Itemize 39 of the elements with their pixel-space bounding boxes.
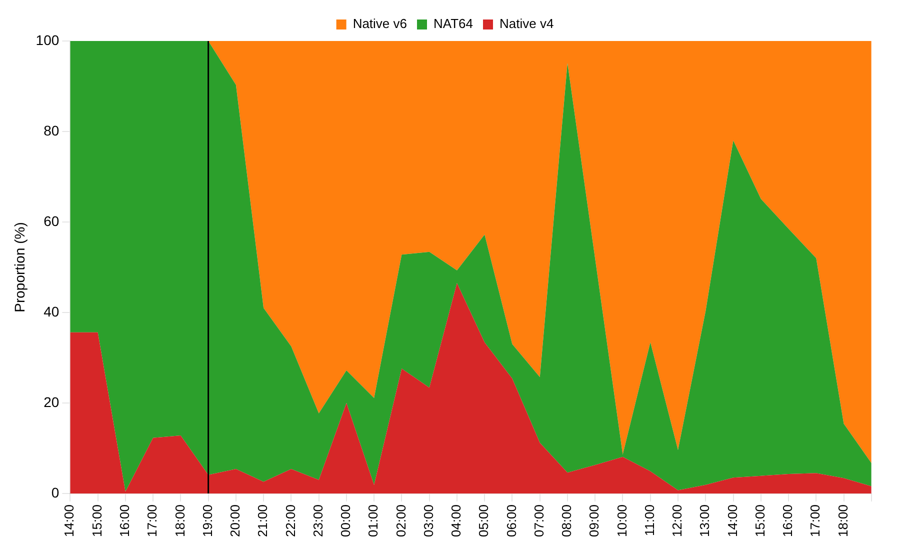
x-tick-label: 16:00 [780,504,796,538]
x-tick-label: 18:00 [172,504,188,538]
x-tick-label: 09:00 [586,504,602,538]
x-tick-label: 10:00 [614,504,630,538]
x-tick-label: 17:00 [808,504,823,538]
x-tick-label: 00:00 [338,504,354,538]
x-tick-label: 02:00 [393,504,408,538]
legend-label: Native v4 [500,16,554,32]
y-tick-label: 40 [44,303,60,320]
x-tick-label: 17:00 [144,504,160,538]
x-tick-label: 13:00 [697,504,712,538]
x-tick-label: 03:00 [420,504,436,538]
y-tick-label: 20 [44,394,60,410]
x-tick-label: 23:00 [310,504,326,538]
x-tick-label: 15:00 [89,504,104,538]
x-tick-label: 07:00 [531,504,546,538]
x-tick-label: 18:00 [835,504,850,538]
x-tick-label: 20:00 [228,504,243,538]
y-axis-title: Proportion (%) [11,222,28,312]
y-tick-label: 100 [36,32,60,48]
x-tick-label: 19:00 [200,504,215,538]
x-tick-label: 21:00 [255,504,270,538]
y-tick-label: 80 [44,122,60,138]
x-tick-label: 01:00 [366,504,381,538]
x-tick-label: 15:00 [752,504,768,538]
x-tick-label: 14:00 [724,504,740,538]
y-tick-label: 0 [51,484,60,500]
x-tick-label: 04:00 [448,504,464,538]
x-tick-label: 06:00 [504,504,519,538]
x-tick-label: 05:00 [476,504,492,538]
y-tick-label: 60 [44,212,60,229]
legend-label: NAT64 [434,16,473,32]
x-tick-label: 12:00 [670,504,685,538]
x-tick-label: 08:00 [559,504,574,538]
x-tick-label: 14:00 [62,504,77,538]
x-tick-label: 16:00 [116,504,132,538]
x-tick-label: 11:00 [642,504,657,536]
x-tick-label: 22:00 [282,504,298,538]
legend-label: Native v6 [352,16,408,32]
